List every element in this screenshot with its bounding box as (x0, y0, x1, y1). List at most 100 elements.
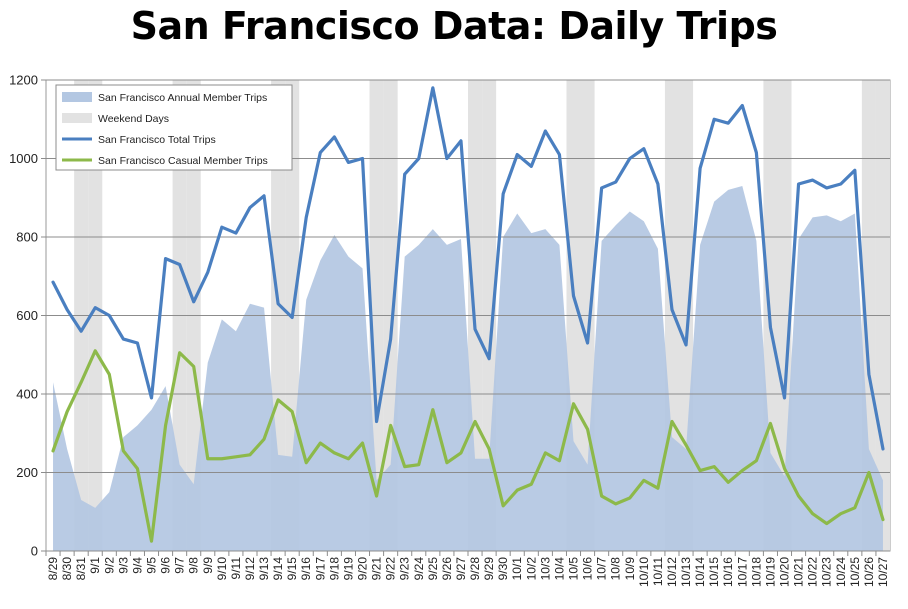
x-tick-label-9-17: 9/17 (313, 557, 327, 581)
san-francisco-casual-member-tripspoint-10-3 (544, 451, 547, 455)
x-tick-label-8-29: 8/29 (46, 557, 60, 581)
x-tick-label-10-25: 10/25 (848, 557, 862, 587)
san-francisco-casual-member-tripspoint-10-8 (614, 502, 617, 506)
x-tick-label-10-18: 10/18 (749, 557, 763, 587)
san-francisco-total-tripspoint-10-8 (614, 180, 617, 184)
x-tick-label-9-23: 9/23 (398, 557, 412, 581)
san-francisco-casual-member-tripspoint-10-15 (712, 465, 716, 468)
san-francisco-total-tripspoint-9-16 (305, 216, 308, 219)
legend-label-weekend-days: Weekend Days (98, 113, 169, 125)
x-tick-label-8-31: 8/31 (74, 557, 88, 581)
x-tick-label-9-5: 9/5 (145, 557, 159, 574)
y-tick-label-0: 0 (31, 544, 38, 559)
legend-box (55, 84, 293, 171)
annual-member-area-layer (53, 185, 883, 551)
x-tick-label-9-7: 9/7 (173, 557, 187, 574)
san-francisco-total-tripspoint-9-7 (178, 263, 181, 266)
san-francisco-total-tripspoint-10-26 (867, 373, 871, 376)
san-francisco-casual-member-tripspoint-9-13 (262, 437, 266, 441)
san-francisco-total-tripspoint-10-16 (727, 121, 730, 125)
san-francisco-casual-member-tripspoint-9-9 (206, 457, 209, 460)
san-francisco-casual-member-tripspoint-10-20 (783, 467, 786, 470)
x-tick-label-9-12: 9/12 (243, 557, 257, 581)
san-francisco-total-tripspoint-9-28 (473, 328, 477, 331)
legend-label-san-francisco-total-trips: San Francisco Total Trips (98, 134, 216, 146)
x-tick-label-10-16: 10/16 (721, 557, 735, 587)
san-francisco-total-tripspoint-10-18 (755, 151, 758, 154)
san-francisco-casual-member-tripspoint-9-24 (417, 463, 420, 466)
san-francisco-casual-member-tripspoint-10-14 (698, 469, 702, 472)
san-francisco-casual-member-tripspoint-10-12 (670, 420, 674, 423)
san-francisco-total-tripspoint-9-4 (136, 341, 139, 345)
san-francisco-casual-member-tripspoint-10-22 (811, 512, 814, 515)
san-francisco-casual-member-tripspoint-10-27 (881, 518, 885, 521)
san-francisco-casual-member-tripspoint-9-2 (108, 373, 111, 376)
san-francisco-casual-member-tripspoint-9-16 (305, 461, 308, 464)
san-francisco-total-tripspoint-9-3 (122, 337, 125, 341)
san-francisco-casual-member-tripspoint-9-6 (164, 424, 167, 427)
san-francisco-casual-member-tripspoint-9-8 (192, 365, 195, 368)
san-francisco-casual-member-tripspoint-10-17 (741, 469, 744, 472)
san-francisco-total-tripspoint-10-1 (516, 153, 519, 156)
san-francisco-total-tripspoint-9-12 (248, 206, 252, 209)
x-tick-label-10-4: 10/4 (552, 557, 566, 581)
x-tick-label-10-3: 10/3 (538, 557, 552, 581)
san-francisco-casual-member-tripspoint-10-25 (853, 506, 857, 510)
x-tick-label-10-7: 10/7 (595, 557, 609, 581)
san-francisco-total-tripspoint-9-26 (445, 157, 449, 160)
legend-swatch-san-francisco-annual-member-trips (62, 92, 92, 102)
san-francisco-total-tripspoint-9-30 (501, 192, 505, 196)
san-francisco-total-tripspoint-8-29 (51, 280, 55, 284)
san-francisco-casual-member-tripspoint-9-20 (361, 441, 364, 445)
san-francisco-total-tripspoint-9-23 (403, 173, 406, 176)
san-francisco-total-tripspoint-9-11 (234, 231, 238, 235)
san-francisco-casual-member-tripspoint-9-15 (290, 410, 294, 413)
san-francisco-total-tripspoint-10-24 (839, 182, 842, 186)
san-francisco-casual-member-tripspoint-9-29 (487, 447, 491, 451)
san-francisco-total-tripspoint-10-14 (698, 167, 702, 170)
san-francisco-casual-member-tripspoint-10-11 (656, 487, 660, 490)
san-francisco-total-tripspoint-10-17 (741, 104, 744, 107)
x-tick-label-9-16: 9/16 (299, 557, 313, 581)
san-francisco-casual-member-tripspoint-10-26 (867, 471, 871, 474)
x-tick-label-10-9: 10/9 (623, 557, 637, 581)
san-francisco-casual-member-tripspoint-9-11 (234, 455, 238, 458)
x-tick-label-9-3: 9/3 (116, 557, 130, 574)
x-tick-label-9-15: 9/15 (285, 557, 299, 581)
x-tick-label-10-20: 10/20 (778, 557, 792, 587)
x-tick-label-9-4: 9/4 (130, 557, 144, 574)
san-francisco-total-tripspoint-10-27 (881, 447, 885, 451)
x-tick-label-9-24: 9/24 (412, 557, 426, 581)
x-tick-label-10-13: 10/13 (679, 557, 693, 587)
san-francisco-casual-member-tripspoint-8-31 (79, 381, 83, 384)
legend-label-san-francisco-annual-member-trips: San Francisco Annual Member Trips (98, 92, 267, 104)
san-francisco-casual-member-tripspoint-10-24 (839, 512, 842, 515)
san-francisco-total-tripspoint-9-29 (487, 357, 491, 360)
san-francisco-total-tripspoint-10-20 (783, 396, 786, 400)
san-francisco-casual-member-tripspoint-9-23 (403, 465, 406, 468)
san-francisco-total-tripspoint-9-10 (220, 225, 224, 229)
chart-title: San Francisco Data: Daily Trips (130, 4, 778, 48)
san-francisco-total-tripspoint-9-1 (94, 306, 97, 309)
san-francisco-total-tripspoint-9-15 (290, 316, 294, 319)
x-tick-label-9-10: 9/10 (215, 557, 229, 581)
y-tick-label-800: 800 (16, 230, 38, 245)
x-tick-label-9-22: 9/22 (384, 557, 398, 581)
san-francisco-casual-member-tripspoint-9-10 (220, 457, 224, 460)
legend: San Francisco Annual Member Trips Weekend… (55, 84, 293, 171)
x-tick-label-10-24: 10/24 (834, 557, 848, 587)
san-francisco-total-tripsline (51, 86, 885, 451)
x-tick-label-8-30: 8/30 (60, 557, 74, 581)
x-tick-label-10-17: 10/17 (735, 557, 749, 587)
san-francisco-total-tripspoint-10-2 (530, 165, 533, 168)
san-francisco-casual-member-tripspoint-9-21 (375, 494, 378, 498)
legend-swatch-weekend-days (62, 113, 92, 123)
gridlines (46, 79, 890, 552)
san-francisco-total-tripspoint-10-21 (797, 182, 800, 186)
y-tick-label-200: 200 (16, 465, 38, 480)
san-francisco-total-tripspoint-10-9 (628, 157, 631, 160)
san-francisco-total-tripspoint-9-19 (347, 161, 350, 164)
san-francisco-total-tripspoint-10-19 (769, 326, 772, 329)
x-tick-label-10-2: 10/2 (524, 557, 538, 581)
